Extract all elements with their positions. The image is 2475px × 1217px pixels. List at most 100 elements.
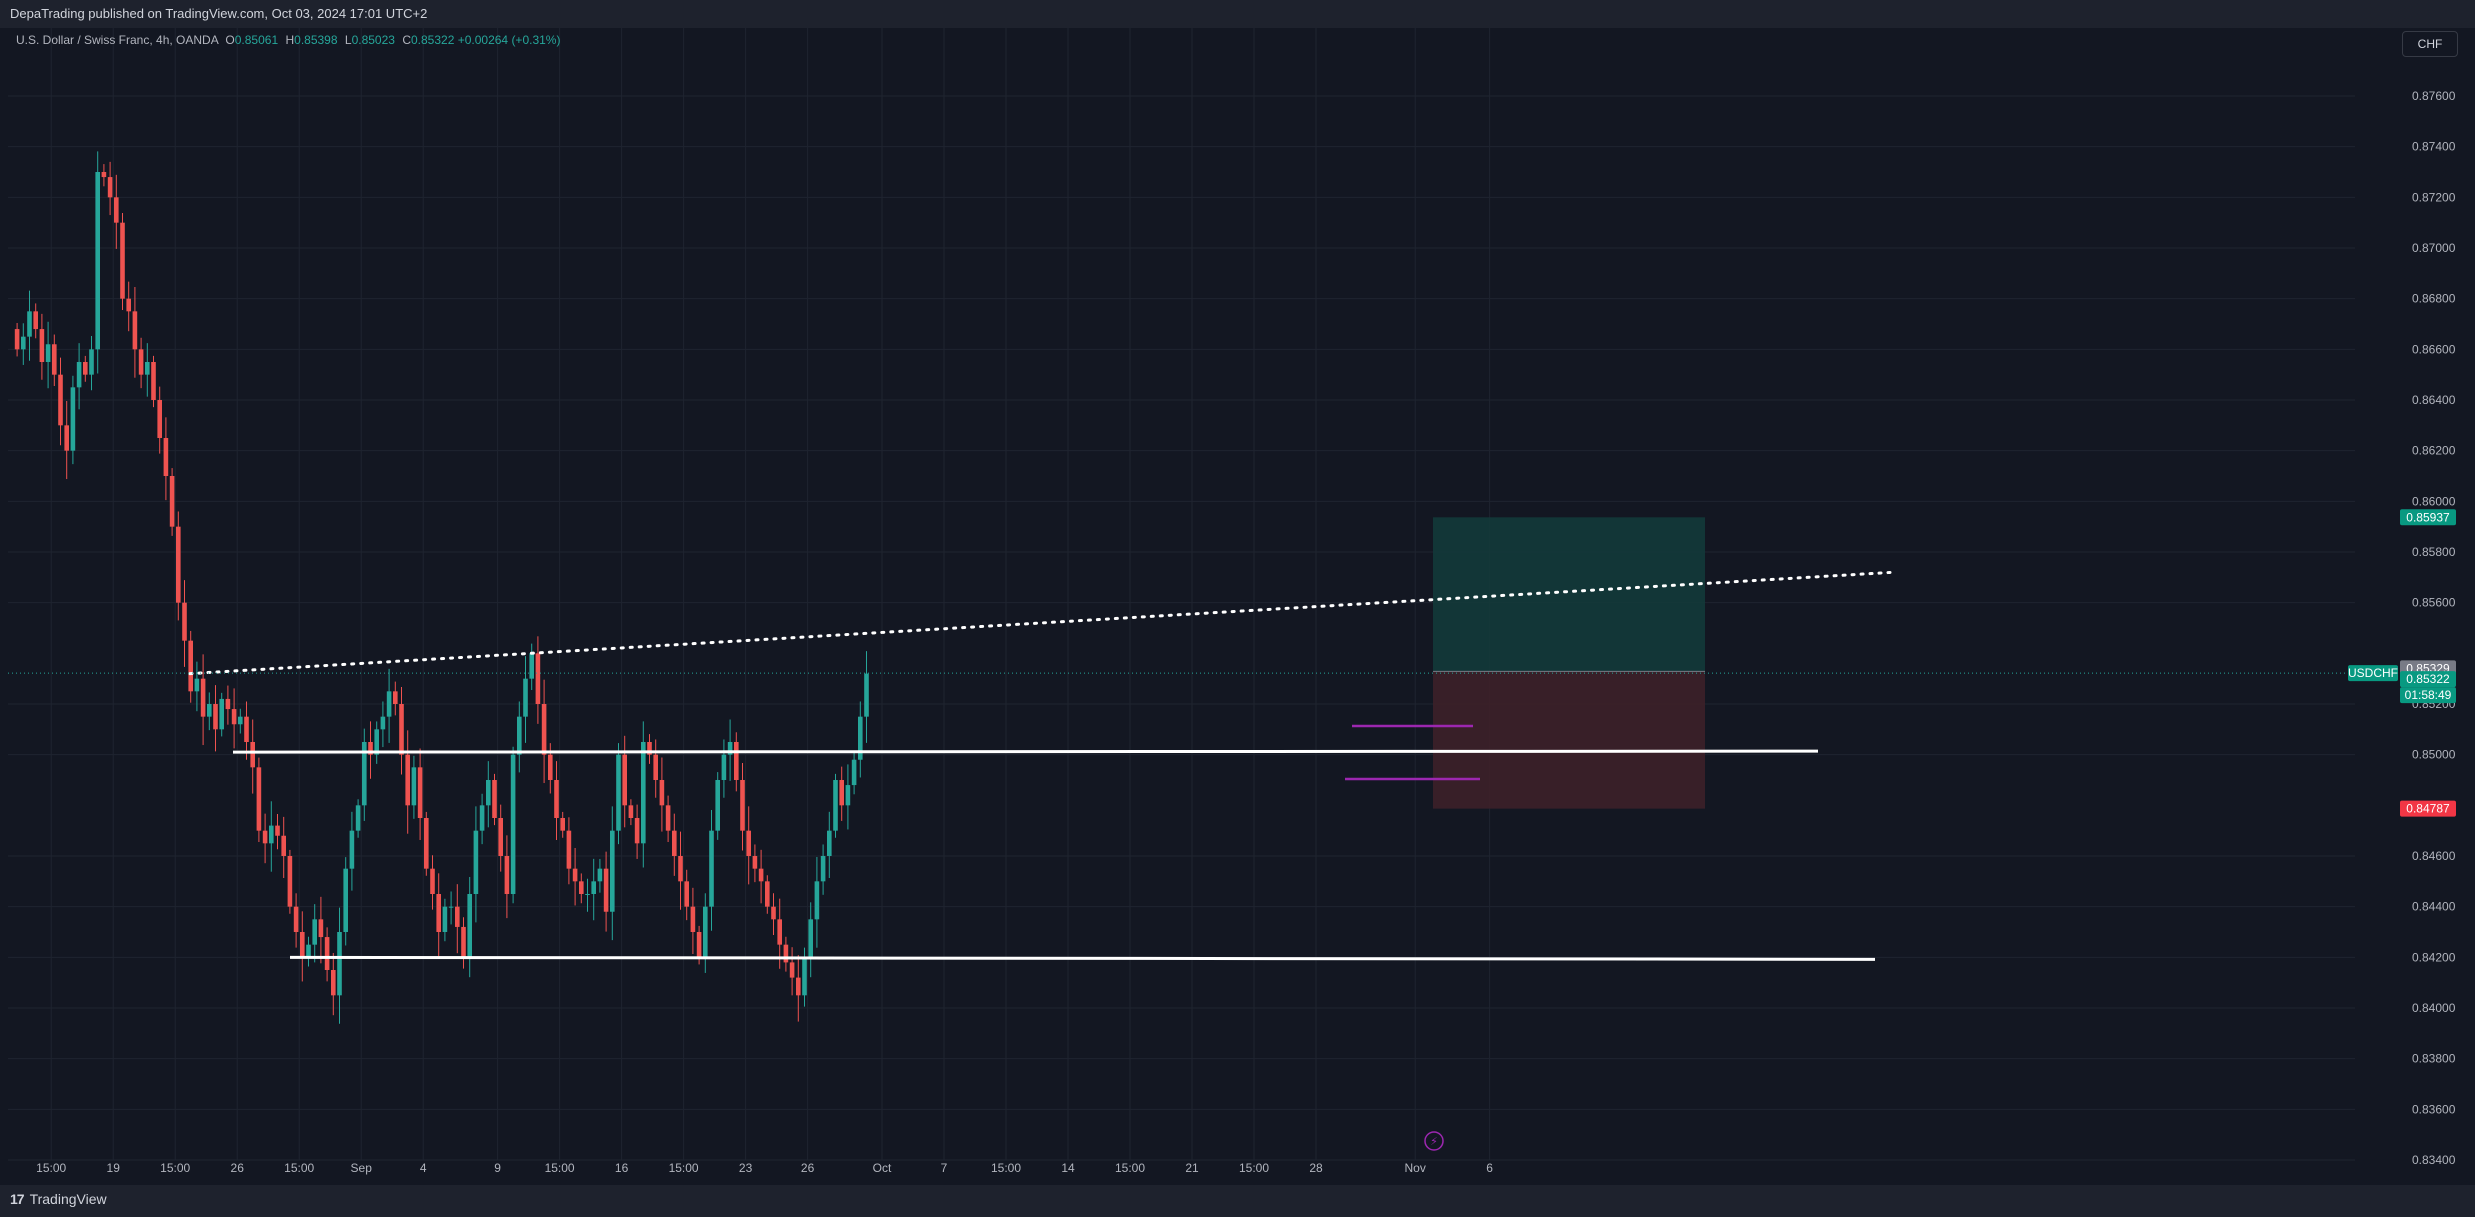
candle-body [696, 932, 702, 958]
candle-body [467, 894, 472, 958]
tradingview-logo[interactable]: 17 TradingView [10, 1191, 107, 1207]
candle-body [52, 344, 57, 375]
target-zone [1433, 517, 1705, 672]
footer-bar [0, 1185, 2475, 1217]
tradingview-brand: TradingView [29, 1191, 107, 1207]
legend-symbol: U.S. Dollar / Swiss Franc, 4h, OANDA [16, 33, 219, 47]
candle-body [244, 716, 249, 742]
time-axis: 15:00 19 15:00 26 15:00 Sep 4 9 15:00 16 15:00 23 26… [36, 1161, 1493, 1175]
position-zones [1433, 517, 1705, 809]
candlestick-series [14, 151, 869, 1024]
candle-body [151, 362, 156, 400]
stop-zone [1433, 671, 1705, 809]
x-tick-label: 16 [615, 1161, 629, 1175]
candle-body [318, 919, 324, 938]
candle-body [461, 926, 466, 958]
candle-body [492, 780, 497, 818]
price-badge-label: 0.85937 [2406, 510, 2450, 524]
candle-body [715, 780, 720, 831]
candle-body [33, 311, 38, 330]
currency-button[interactable]: CHF [2402, 31, 2458, 57]
price-badge [2400, 800, 2456, 817]
x-tick-label: 15:00 [545, 1161, 575, 1175]
candle-body [591, 881, 596, 894]
candle-body [424, 818, 429, 869]
publisher-text: DepaTrading published on TradingView.com… [10, 6, 428, 21]
candle-body [560, 818, 565, 831]
candle-body [827, 830, 832, 856]
candle-body [281, 835, 286, 856]
candle-body [554, 780, 559, 818]
candle-body [579, 881, 584, 894]
symbol-legend: U.S. Dollar / Swiss Franc, 4h, OANDA O0.… [16, 33, 560, 47]
candle-body [535, 653, 541, 704]
y-tick-label: 0.85800 [2412, 545, 2456, 559]
candle-body [95, 172, 100, 350]
candle-body [851, 759, 857, 786]
candle-body [442, 906, 448, 932]
candle-body [238, 716, 243, 725]
candle-body [572, 868, 578, 882]
countdown-badge [2400, 687, 2456, 704]
candle-body [653, 754, 658, 780]
candle-body [39, 329, 45, 362]
candle-body [343, 868, 348, 932]
candle-body [647, 742, 652, 755]
candle-body [672, 830, 677, 856]
candle-body [585, 894, 590, 895]
candle-body [678, 856, 683, 882]
candle-body [690, 906, 696, 932]
x-tick-label: 26 [231, 1161, 245, 1175]
candle-body [703, 906, 708, 958]
price-axis: 0.87600 0.87400 0.87200 0.87000 0.86800 0.866… [2412, 89, 2456, 1167]
candle-body [455, 906, 460, 927]
candle-body [287, 856, 293, 907]
candle-body [548, 754, 553, 780]
candle-body [566, 830, 572, 869]
x-tick-label: 15:00 [991, 1161, 1021, 1175]
candle-body [479, 805, 485, 831]
symbol-badge [2348, 665, 2398, 682]
x-tick-label: 15:00 [1239, 1161, 1269, 1175]
candle-body [58, 374, 63, 426]
candle-body [721, 754, 727, 780]
candle-body [777, 919, 782, 945]
candle-body [45, 344, 51, 362]
legend-low-value: 0.85023 [351, 33, 395, 47]
candle-body [839, 780, 844, 806]
x-tick-label: 15:00 [160, 1161, 190, 1175]
candle-body [157, 400, 162, 438]
candle-body [734, 742, 739, 780]
legend-low-label: L [344, 33, 352, 47]
candle-body [380, 716, 386, 730]
y-tick-label: 0.85600 [2412, 596, 2456, 610]
candle-body [796, 977, 801, 996]
publisher-bar [0, 0, 2475, 28]
tradingview-logo-icon: 17 [10, 1191, 25, 1207]
candle-body [417, 767, 423, 818]
candle-body [709, 830, 714, 907]
candle-body [610, 830, 615, 912]
y-tick-label: 0.83600 [2412, 1102, 2456, 1116]
candle-body [70, 387, 76, 451]
candle-body [529, 653, 534, 679]
chart-grid [8, 28, 2355, 1161]
candle-body [324, 937, 330, 970]
candle-body [188, 640, 193, 692]
x-tick-label: 28 [1309, 1161, 1323, 1175]
y-tick-label: 0.86200 [2412, 444, 2456, 458]
candle-body [182, 602, 187, 641]
y-tick-label: 0.87600 [2412, 89, 2456, 103]
countdown-label: 01:58:49 [2405, 688, 2452, 702]
candle-body [597, 868, 603, 882]
candle-body [101, 172, 107, 178]
y-tick-label: 0.87200 [2412, 190, 2456, 204]
x-tick-label: 15:00 [284, 1161, 314, 1175]
support-line [289, 955, 1876, 961]
dotted-trendline [188, 570, 1895, 676]
candle-body [393, 691, 398, 704]
candle-body [752, 856, 758, 869]
candle-body [486, 780, 491, 806]
y-tick-label: 0.86800 [2412, 292, 2456, 306]
